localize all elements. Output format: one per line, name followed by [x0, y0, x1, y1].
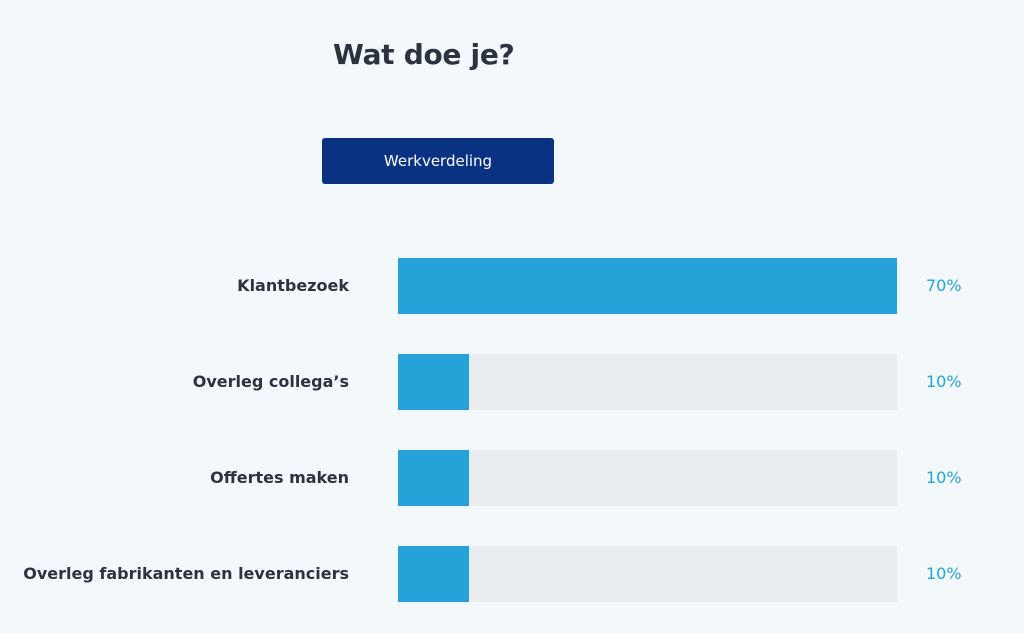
page-title: Wat doe je? [333, 38, 515, 71]
bar-track [398, 546, 897, 602]
bar-label: Klantbezoek [237, 276, 349, 295]
bar-track [398, 450, 897, 506]
bar-value-label: 10% [926, 372, 962, 391]
bar-label: Offertes maken [210, 468, 349, 487]
bar-label: Overleg collega’s [192, 372, 349, 391]
bar [398, 354, 470, 410]
bar-value-label: 70% [926, 276, 962, 295]
bar [398, 450, 470, 506]
bar [398, 546, 470, 602]
tab-werkverdeling[interactable]: Werkverdeling [322, 138, 554, 184]
bar-value-label: 10% [926, 564, 962, 583]
bar-label: Overleg fabrikanten en leveranciers [23, 564, 349, 583]
bar [398, 258, 897, 314]
bar-track [398, 354, 897, 410]
bar-value-label: 10% [926, 468, 962, 487]
bar-track [398, 258, 897, 314]
